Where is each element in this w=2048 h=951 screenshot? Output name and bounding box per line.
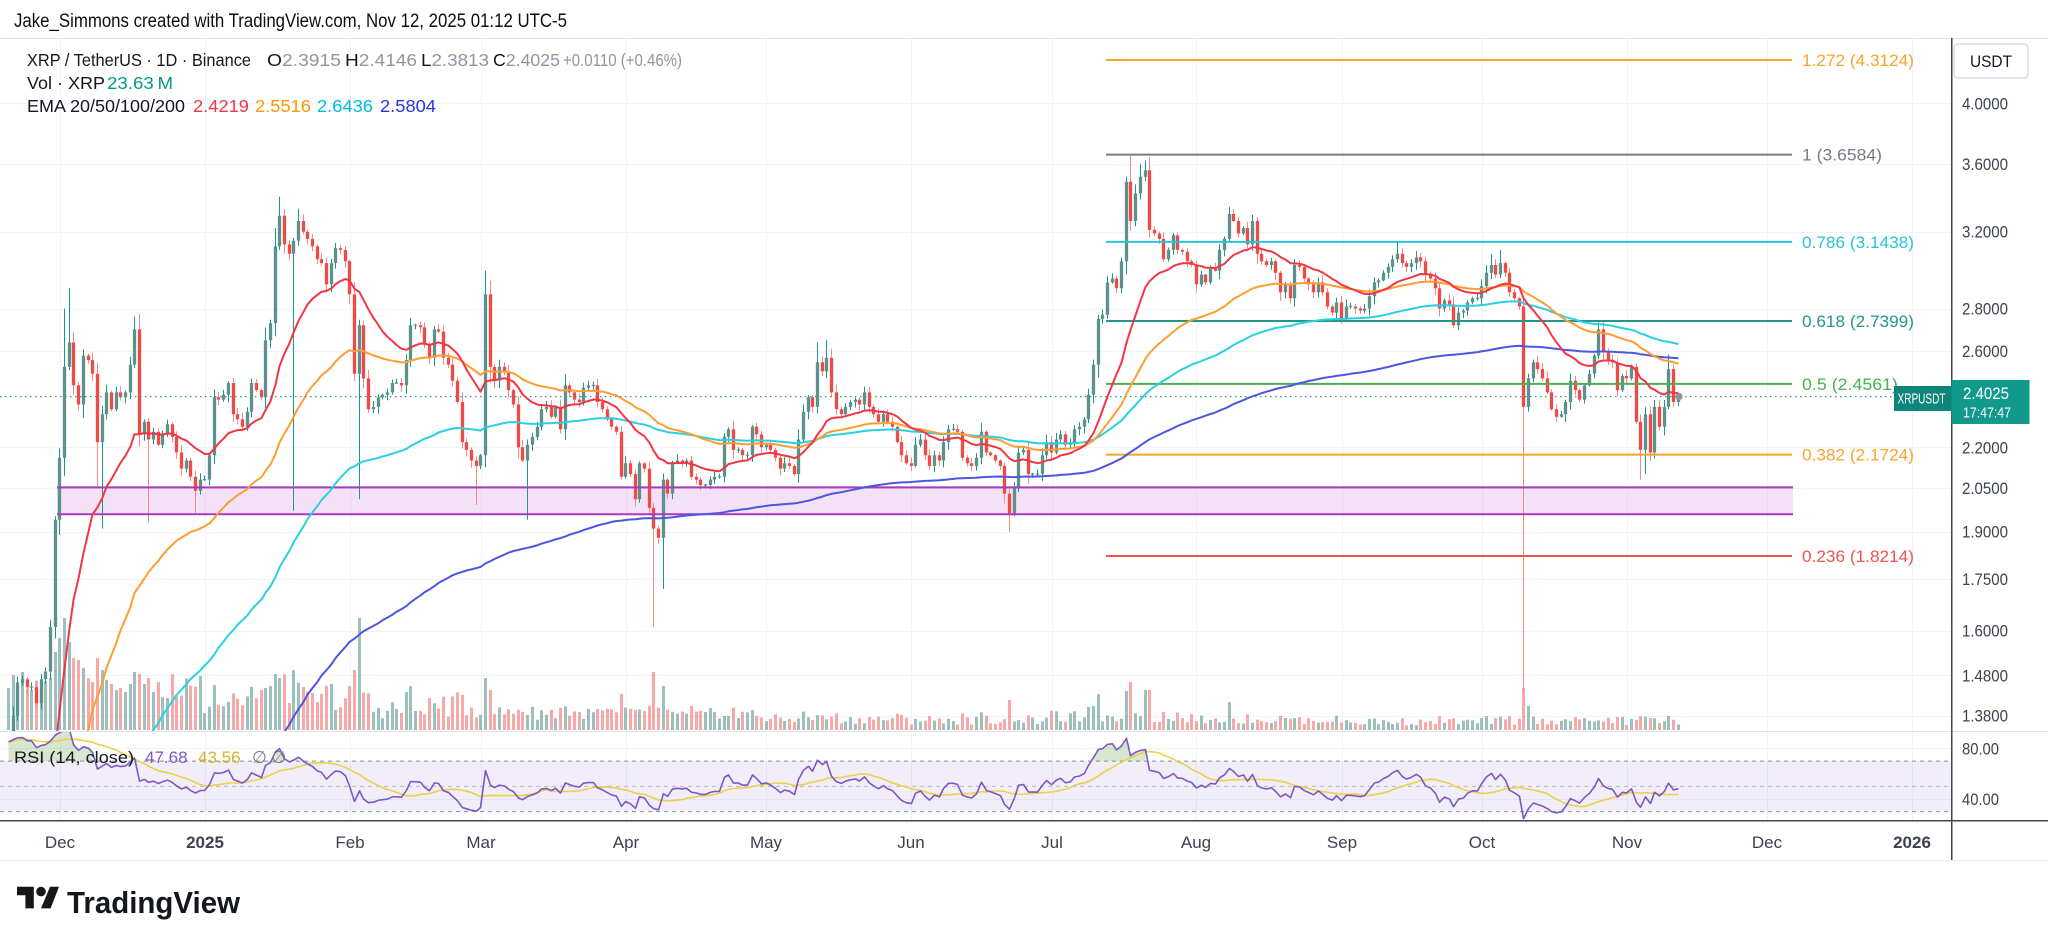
svg-text:Sep: Sep: [1327, 833, 1357, 852]
svg-text:0.618 (2.7399): 0.618 (2.7399): [1802, 312, 1914, 331]
svg-text:2.0500: 2.0500: [1962, 479, 2008, 498]
svg-text:XRP / TetherUS · 1D · Binance: XRP / TetherUS · 1D · Binance: [27, 50, 251, 70]
svg-text:1 (3.6584): 1 (3.6584): [1802, 146, 1882, 165]
svg-text:1.9000: 1.9000: [1962, 523, 2008, 542]
svg-text:Nov: Nov: [1612, 833, 1643, 852]
svg-text:2.5516: 2.5516: [255, 96, 311, 116]
svg-text:3.6000: 3.6000: [1962, 155, 2008, 174]
svg-text:Dec: Dec: [45, 833, 76, 852]
svg-text:2.5804: 2.5804: [380, 96, 436, 116]
svg-text:May: May: [750, 833, 783, 852]
svg-text:2026: 2026: [1893, 833, 1931, 852]
svg-text:RSI (14, close): RSI (14, close): [14, 748, 134, 767]
svg-text:17:47:47: 17:47:47: [1963, 405, 2011, 422]
svg-text:1.272 (4.3124): 1.272 (4.3124): [1802, 51, 1914, 70]
svg-text:Feb: Feb: [335, 833, 364, 852]
svg-text:USDT: USDT: [1970, 52, 2012, 71]
svg-text:H2.4146: H2.4146: [345, 50, 417, 70]
svg-text:1.4800: 1.4800: [1962, 666, 2008, 685]
svg-text:O2.3915: O2.3915: [267, 50, 341, 70]
svg-text:1.7500: 1.7500: [1962, 570, 2008, 589]
svg-text:0.5 (2.4561): 0.5 (2.4561): [1802, 375, 1898, 394]
svg-text:47.68: 47.68: [145, 748, 188, 767]
svg-text:2025: 2025: [186, 833, 224, 852]
svg-text:43.56: 43.56: [198, 748, 241, 767]
svg-text:2.4219: 2.4219: [193, 96, 249, 116]
svg-text:2.6436: 2.6436: [317, 96, 373, 116]
svg-text:Vol · XRP: Vol · XRP: [27, 73, 105, 93]
svg-text:EMA 20/50/100/200: EMA 20/50/100/200: [27, 96, 185, 116]
svg-text:3.2000: 3.2000: [1962, 223, 2008, 242]
svg-text:80.00: 80.00: [1962, 740, 1999, 759]
svg-text:Oct: Oct: [1469, 833, 1496, 852]
svg-text:2.8000: 2.8000: [1962, 300, 2008, 319]
svg-text:Jul: Jul: [1041, 833, 1063, 852]
svg-text:C2.4025: C2.4025: [493, 50, 560, 70]
svg-text:Mar: Mar: [466, 833, 496, 852]
svg-text:L2.3813: L2.3813: [421, 50, 489, 70]
svg-text:0.786 (3.1438): 0.786 (3.1438): [1802, 233, 1914, 252]
svg-text:1.6000: 1.6000: [1962, 622, 2008, 641]
svg-text:Jake_Simmons created with Trad: Jake_Simmons created with TradingView.co…: [14, 11, 567, 32]
svg-text:2.2000: 2.2000: [1962, 438, 2008, 457]
svg-text:XRPUSDT: XRPUSDT: [1898, 391, 1946, 408]
svg-text:2.6000: 2.6000: [1962, 342, 2008, 361]
svg-text:2.4025: 2.4025: [1963, 384, 2009, 403]
svg-text:+0.0110 (+0.46%): +0.0110 (+0.46%): [563, 50, 682, 70]
svg-text:0.382 (2.1724): 0.382 (2.1724): [1802, 446, 1914, 465]
svg-text:1.3800: 1.3800: [1962, 707, 2008, 726]
svg-text:Dec: Dec: [1752, 833, 1783, 852]
svg-text:23.63 M: 23.63 M: [107, 73, 173, 93]
svg-text:Aug: Aug: [1181, 833, 1211, 852]
svg-text:Apr: Apr: [613, 833, 640, 852]
svg-text:Jun: Jun: [897, 833, 924, 852]
svg-text:40.00: 40.00: [1962, 790, 1999, 809]
svg-text:∅ ∅: ∅ ∅: [252, 748, 286, 767]
svg-text:TradingView: TradingView: [67, 885, 241, 920]
svg-text:4.0000: 4.0000: [1962, 94, 2008, 113]
svg-text:0.236 (1.8214): 0.236 (1.8214): [1802, 547, 1914, 566]
